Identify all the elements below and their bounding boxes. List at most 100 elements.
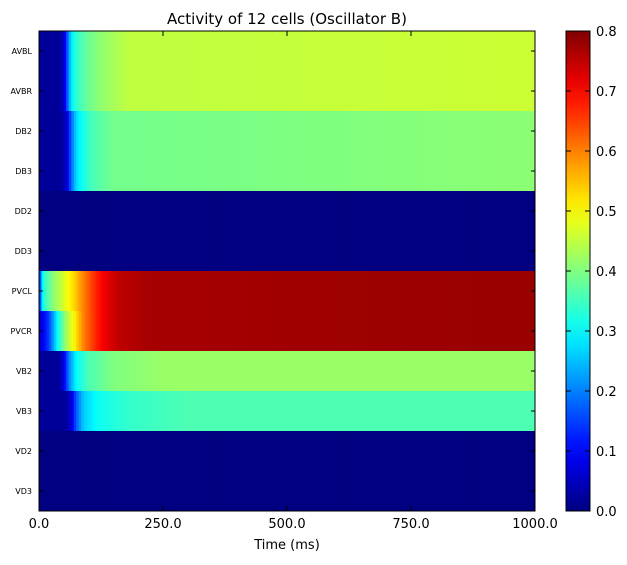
heatmap-cell	[63, 151, 67, 192]
heatmap-cell	[249, 351, 253, 392]
heatmap-cell	[490, 31, 494, 72]
heatmap-cell	[267, 271, 271, 312]
heatmap-cell	[408, 31, 412, 72]
heatmap-cell	[68, 311, 72, 352]
heatmap-cell	[470, 471, 474, 512]
heatmap-cell	[43, 231, 47, 272]
heatmap-cell	[289, 31, 293, 72]
heatmap-cell	[403, 111, 407, 152]
heatmap-cell	[88, 71, 92, 112]
heatmap-cell	[160, 431, 164, 472]
heatmap-cell	[339, 471, 342, 512]
heatmap-cell	[158, 431, 161, 472]
heatmap-cell	[368, 191, 372, 232]
heatmap-cell	[339, 311, 342, 352]
heatmap-cell	[460, 471, 464, 512]
heatmap-cell	[346, 311, 350, 352]
heatmap-cell	[212, 271, 216, 312]
heatmap-cell	[433, 391, 437, 432]
heatmap-cell	[510, 31, 514, 72]
heatmap-cell	[123, 71, 127, 112]
heatmap-cell	[202, 391, 206, 432]
heatmap-cell	[101, 231, 104, 272]
heatmap-cell	[277, 31, 280, 72]
heatmap-cell	[76, 271, 80, 312]
heatmap-cell	[351, 311, 355, 352]
heatmap-cell	[433, 151, 437, 192]
heatmap-cell	[46, 31, 50, 72]
heatmap-cell	[383, 231, 387, 272]
heatmap-cell	[502, 311, 506, 352]
heatmap-cell	[401, 111, 404, 152]
heatmap-cell	[435, 31, 439, 72]
heatmap-cell	[264, 471, 268, 512]
heatmap-cell	[197, 431, 201, 472]
heatmap-cell	[163, 471, 166, 512]
heatmap-cell	[212, 191, 216, 232]
heatmap-cell	[438, 31, 442, 72]
heatmap-cell	[468, 391, 471, 432]
heatmap-cell	[391, 311, 395, 352]
heatmap-cell	[71, 71, 75, 112]
heatmap-cell	[356, 71, 360, 112]
heatmap-cell	[71, 391, 75, 432]
heatmap-cell	[113, 311, 117, 352]
heatmap-cell	[341, 71, 345, 112]
heatmap-cell	[411, 471, 414, 512]
heatmap-cell	[274, 351, 278, 392]
heatmap-cell	[349, 271, 352, 312]
heatmap-cell	[438, 471, 442, 512]
heatmap-cell	[43, 351, 47, 392]
heatmap-cell	[180, 351, 184, 392]
heatmap-cell	[118, 151, 122, 192]
heatmap-cell	[215, 471, 218, 512]
heatmap-cell	[316, 351, 320, 392]
heatmap-cell	[458, 71, 461, 112]
heatmap-cell	[386, 191, 390, 232]
heatmap-cell	[386, 471, 390, 512]
heatmap-cell	[353, 271, 357, 312]
heatmap-cell	[420, 191, 424, 232]
heatmap-cell	[43, 191, 47, 232]
heatmap-cell	[259, 271, 263, 312]
heatmap-cell	[81, 231, 85, 272]
heatmap-cell	[475, 31, 479, 72]
heatmap-cell	[237, 151, 241, 192]
heatmap-cell	[175, 151, 179, 192]
heatmap-cell	[135, 111, 139, 152]
heatmap-cell	[423, 351, 427, 392]
heatmap-cell	[227, 311, 231, 352]
heatmap-cell	[120, 351, 124, 392]
heatmap-cell	[398, 311, 402, 352]
heatmap-cell	[349, 151, 352, 192]
heatmap-cell	[222, 71, 226, 112]
heatmap-cell	[522, 431, 526, 472]
y-tick-label: VB2	[16, 367, 32, 376]
heatmap-cell	[326, 111, 330, 152]
heatmap-cell	[453, 31, 457, 72]
heatmap-cell	[433, 31, 437, 72]
heatmap-cell	[415, 431, 419, 472]
heatmap-cell	[440, 271, 444, 312]
heatmap-cell	[148, 111, 151, 152]
heatmap-cell	[187, 471, 191, 512]
heatmap-cell	[475, 311, 479, 352]
heatmap-cell	[413, 191, 417, 232]
heatmap-cell	[510, 311, 514, 352]
heatmap-cell	[495, 471, 499, 512]
heatmap-cell	[274, 471, 278, 512]
heatmap-cell	[475, 431, 479, 472]
heatmap-cell	[349, 431, 352, 472]
heatmap-cell	[301, 31, 305, 72]
heatmap-cell	[187, 231, 191, 272]
heatmap-cell	[517, 31, 521, 72]
heatmap-cell	[321, 231, 325, 272]
heatmap-cell	[480, 311, 484, 352]
heatmap-cell	[413, 31, 417, 72]
heatmap-cell	[289, 111, 293, 152]
heatmap-cell	[110, 471, 114, 512]
heatmap-cell	[225, 471, 228, 512]
heatmap-cell	[373, 391, 377, 432]
heatmap-cell	[398, 151, 402, 192]
heatmap-cell	[257, 191, 261, 232]
